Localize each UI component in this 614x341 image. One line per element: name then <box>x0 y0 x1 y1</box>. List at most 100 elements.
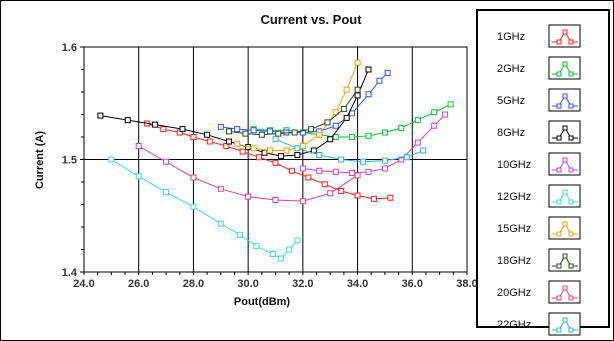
data-point <box>190 174 197 181</box>
legend-swatch-frame <box>548 184 581 208</box>
data-point <box>327 136 334 143</box>
legend-swatch-marker <box>568 135 574 141</box>
data-point <box>316 152 323 158</box>
legend-swatch-marker <box>568 295 574 301</box>
data-point <box>234 126 241 133</box>
data-point <box>332 109 339 116</box>
legend-swatch-marker <box>556 135 562 141</box>
legend-swatch <box>548 216 581 240</box>
data-point <box>324 119 331 126</box>
data-point <box>316 167 323 174</box>
data-point <box>135 143 142 149</box>
series-line <box>302 114 446 174</box>
legend-swatch <box>548 248 581 272</box>
legend-swatch-frame <box>548 56 581 80</box>
legend-swatch-frame <box>548 120 581 144</box>
data-point <box>321 181 328 188</box>
data-point <box>340 105 347 112</box>
data-point <box>365 132 372 139</box>
data-point <box>370 195 377 202</box>
legend-swatch-marker <box>562 125 568 131</box>
data-point <box>354 192 361 199</box>
data-point <box>272 159 279 166</box>
data-point <box>206 138 213 145</box>
legend-swatch-marker <box>568 231 574 237</box>
legend-swatch-marker <box>562 285 568 291</box>
legend-label: 15GHz <box>497 223 531 235</box>
data-point <box>217 220 224 227</box>
data-point <box>332 168 339 175</box>
data-point <box>398 125 405 131</box>
x-tick-label: 24.0 <box>73 278 94 290</box>
data-point <box>431 122 438 129</box>
data-point <box>338 156 345 163</box>
data-point <box>277 255 284 262</box>
legend-swatch-marker <box>556 71 562 77</box>
y-tick-label: 1.4 <box>62 267 78 279</box>
legend-swatch-marker <box>568 199 574 205</box>
data-point <box>349 170 356 176</box>
data-point <box>376 77 383 84</box>
data-point <box>267 147 274 154</box>
data-point <box>310 147 317 154</box>
legend-label: 5GHz <box>497 95 525 107</box>
data-point <box>349 110 356 117</box>
data-point <box>160 126 167 133</box>
legend-swatch-frame <box>548 216 581 240</box>
data-point <box>277 153 284 160</box>
legend-label: 12GHz <box>497 191 531 203</box>
data-point <box>152 121 159 128</box>
data-point <box>332 122 339 129</box>
data-point <box>431 109 438 116</box>
data-point <box>338 188 345 194</box>
data-point <box>217 185 224 192</box>
data-point <box>365 66 372 73</box>
legend-label: 18GHz <box>497 255 531 267</box>
data-point <box>294 152 301 158</box>
data-point <box>365 168 372 175</box>
data-point <box>403 154 410 161</box>
y-tick-label: 1.6 <box>62 42 77 54</box>
legend-swatch-marker <box>556 199 562 205</box>
legend-label: 22GHz <box>497 319 531 331</box>
data-point <box>420 147 427 154</box>
legend-label: 2GHz <box>497 63 525 75</box>
x-tick-label: 34.0 <box>347 278 368 290</box>
series-1GHz <box>143 120 394 202</box>
series-10GHz <box>299 111 449 176</box>
x-tick-label: 36.0 <box>402 278 423 290</box>
data-point <box>414 117 421 124</box>
data-point <box>135 173 142 180</box>
data-point <box>299 129 306 136</box>
series-line <box>275 138 424 163</box>
data-point <box>294 145 301 152</box>
legend-swatch-marker <box>556 231 562 237</box>
legend-swatch-frame <box>548 88 581 112</box>
x-tick-label: 28.0 <box>183 278 204 290</box>
data-point <box>384 69 391 76</box>
data-point <box>381 165 388 172</box>
data-point <box>414 139 421 146</box>
legend-swatch-marker <box>568 71 574 77</box>
legend-swatch <box>548 152 581 176</box>
data-point <box>190 134 197 140</box>
legend-label: 8GHz <box>497 127 525 139</box>
data-point <box>354 172 361 179</box>
legend-swatch-marker <box>556 103 562 109</box>
data-point <box>354 86 361 93</box>
data-point <box>442 111 449 118</box>
x-tick-label: 26.0 <box>128 278 149 290</box>
data-point <box>250 127 257 134</box>
data-point <box>256 154 263 161</box>
series-line <box>146 123 391 200</box>
series-20GHz <box>135 143 361 205</box>
data-point <box>97 112 104 119</box>
legend-swatch-frame <box>548 312 581 336</box>
legend-swatch <box>548 312 581 336</box>
data-point <box>365 91 372 98</box>
data-point <box>349 134 356 140</box>
data-point <box>179 126 186 133</box>
legend-swatch-frame <box>548 248 581 272</box>
legend-swatch <box>548 184 581 208</box>
y-axis-title: Current (A) <box>34 131 46 189</box>
